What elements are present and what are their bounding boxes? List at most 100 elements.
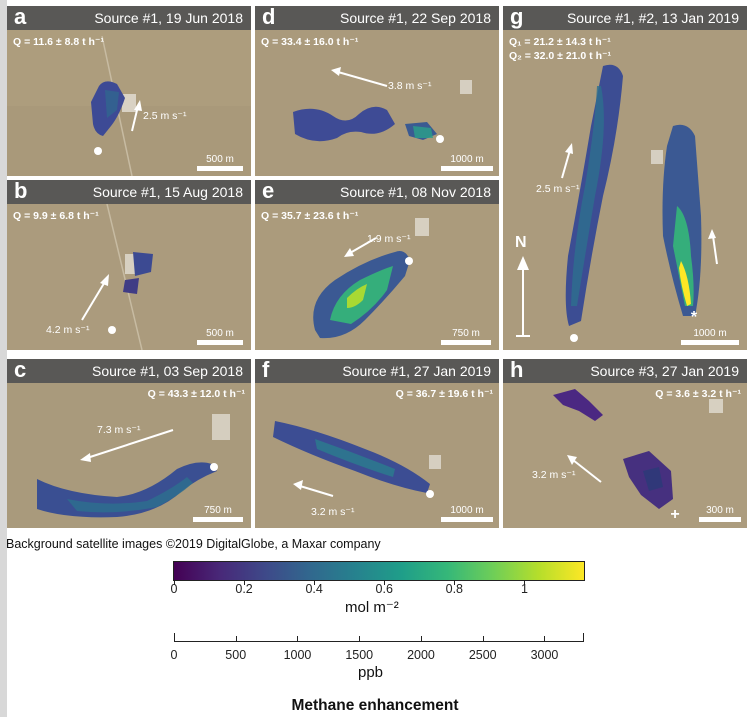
panel-c-map	[7, 359, 251, 528]
wind-speed: 2.5 m s⁻¹	[143, 110, 187, 122]
emission-rate: Q = 43.3 ± 12.0 t h⁻¹	[147, 388, 245, 400]
panel-g-map: *	[503, 6, 747, 350]
panel-h: + h Source #3, 27 Jan 2019 Q = 3.6 ± 3.2…	[503, 359, 747, 528]
wind-arrow	[337, 71, 388, 87]
panel-letter: e	[262, 180, 275, 203]
emission-rate-2: Q₂ = 32.0 ± 21.0 t h⁻¹	[509, 50, 612, 62]
scale-bar-label: 500 m	[206, 154, 234, 165]
emission-rate: Q = 11.6 ± 8.8 t h⁻¹	[13, 36, 104, 48]
panel-a-header: a Source #1, 19 Jun 2018	[7, 6, 251, 30]
panel-a-map	[7, 6, 251, 176]
wind-speed: 3.8 m s⁻¹	[388, 80, 432, 92]
mol-tick-label: 1	[520, 582, 528, 596]
panel-title: Source #1, #2, 13 Jan 2019	[566, 10, 739, 26]
source-marker	[94, 147, 102, 155]
scale-bar: 500 m	[197, 328, 243, 345]
panel-c-header: c Source #1, 03 Sep 2018	[7, 359, 251, 383]
ppb-tick	[174, 636, 175, 642]
panel-letter: d	[262, 6, 276, 29]
source-star-marker: *	[691, 309, 698, 326]
scale-bar: 300 m	[699, 505, 741, 522]
panel-letter: a	[14, 6, 27, 29]
panel-title: Source #1, 08 Nov 2018	[340, 184, 491, 200]
panel-letter: h	[510, 359, 524, 382]
ppb-tick	[235, 636, 237, 642]
panel-f-map	[255, 359, 499, 528]
panel-letter: b	[14, 180, 28, 203]
mol-tick-label: 0	[170, 582, 178, 596]
ppb-tick	[544, 636, 546, 642]
wind-arrow	[572, 459, 602, 483]
wind-arrow	[86, 429, 174, 459]
scale-bar: 1000 m	[441, 505, 493, 522]
panel-a: a Source #1, 19 Jun 2018 Q = 11.6 ± 8.8 …	[7, 6, 251, 176]
scale-bar-label: 750 m	[452, 328, 480, 339]
panel-b-header: b Source #1, 15 Aug 2018	[7, 180, 251, 204]
scale-bar-label: 1000 m	[450, 154, 484, 165]
emission-rate: Q = 35.7 ± 23.6 t h⁻¹	[261, 210, 359, 222]
panel-title: Source #1, 27 Jan 2019	[342, 363, 491, 379]
panel-title: Source #1, 15 Aug 2018	[92, 184, 243, 200]
scale-bar-label: 750 m	[204, 505, 232, 516]
emission-rate: Q = 9.9 ± 6.8 t h⁻¹	[13, 210, 99, 222]
ppb-tick-label: 2000	[407, 648, 435, 662]
panel-g: * g Source #1, #2, 13 Jan 2019 Q₁ = 21.2…	[503, 6, 747, 350]
mol-tick	[314, 580, 316, 585]
mol-unit-label: mol m⁻²	[345, 599, 399, 616]
ppb-tick-label: 500	[225, 648, 247, 662]
mol-tick-label: 0.6	[375, 582, 393, 596]
panel-title: Source #3, 27 Jan 2019	[590, 363, 739, 379]
image-credit: Background satellite images ©2019 Digita…	[6, 537, 381, 551]
source-marker	[436, 135, 444, 143]
wind-arrow	[561, 149, 571, 179]
mol-tick-label: 0.2	[235, 582, 253, 596]
ppb-tick-label: 0	[170, 648, 178, 662]
panel-e-map	[255, 180, 499, 350]
panel-title: Source #1, 03 Sep 2018	[91, 363, 243, 379]
source-marker	[570, 334, 578, 342]
mol-tick	[244, 580, 246, 585]
panel-letter: c	[14, 359, 27, 382]
panel-d-map	[255, 6, 499, 176]
scale-bar: 750 m	[441, 328, 491, 345]
source-marker	[210, 463, 218, 471]
emission-rate: Q = 33.4 ± 16.0 t h⁻¹	[261, 36, 359, 48]
colorbar-gradient	[173, 561, 585, 581]
ppb-tick-label: 1000	[283, 648, 312, 662]
scale-bar-label: 300 m	[706, 505, 734, 516]
source-marker	[108, 326, 116, 334]
source-marker	[426, 490, 434, 498]
mol-tick-label: 0.8	[445, 582, 464, 596]
panel-b: b Source #1, 15 Aug 2018 Q = 9.9 ± 6.8 t…	[7, 180, 251, 350]
wind-speed: 7.3 m s⁻¹	[97, 424, 141, 436]
panel-e-header: e Source #1, 08 Nov 2018	[255, 180, 499, 204]
ppb-tick-label: 2500	[468, 648, 497, 662]
wind-speed: 4.2 m s⁻¹	[46, 324, 90, 336]
scale-bar-label: 1000 m	[693, 328, 727, 339]
panel-d: d Source #1, 22 Sep 2018 Q = 33.4 ± 16.0…	[255, 6, 499, 176]
panel-d-header: d Source #1, 22 Sep 2018	[255, 6, 499, 30]
left-edge-strip	[0, 0, 7, 717]
wind-speed: 3.2 m s⁻¹	[311, 506, 355, 518]
emission-rate-1: Q₁ = 21.2 ± 14.3 t h⁻¹	[509, 36, 611, 48]
scale-bar: 1000 m	[681, 328, 739, 345]
panel-f: f Source #1, 27 Jan 2019 Q = 36.7 ± 19.6…	[255, 359, 499, 528]
panel-letter: f	[262, 359, 270, 382]
ppb-tick-label: 3000	[530, 648, 559, 662]
wind-arrow-2	[712, 235, 718, 265]
ppb-tick-label: 1500	[345, 648, 374, 662]
scale-bar: 750 m	[193, 505, 243, 522]
mol-tick	[454, 580, 456, 585]
panel-g-header: g Source #1, #2, 13 Jan 2019	[503, 6, 747, 30]
mol-tick	[174, 580, 175, 585]
panel-e: e Source #1, 08 Nov 2018 Q = 35.7 ± 23.6…	[255, 180, 499, 350]
source-plus-marker: +	[670, 506, 679, 523]
scale-bar: 1000 m	[441, 154, 493, 171]
wind-arrow	[349, 237, 377, 254]
ppb-tick	[482, 636, 484, 642]
mol-tick	[384, 580, 386, 585]
ppb-axis-right-cap	[583, 633, 584, 642]
scale-bar: 500 m	[197, 154, 243, 171]
panel-title: Source #1, 19 Jun 2018	[94, 10, 243, 26]
ppb-tick	[297, 636, 299, 642]
